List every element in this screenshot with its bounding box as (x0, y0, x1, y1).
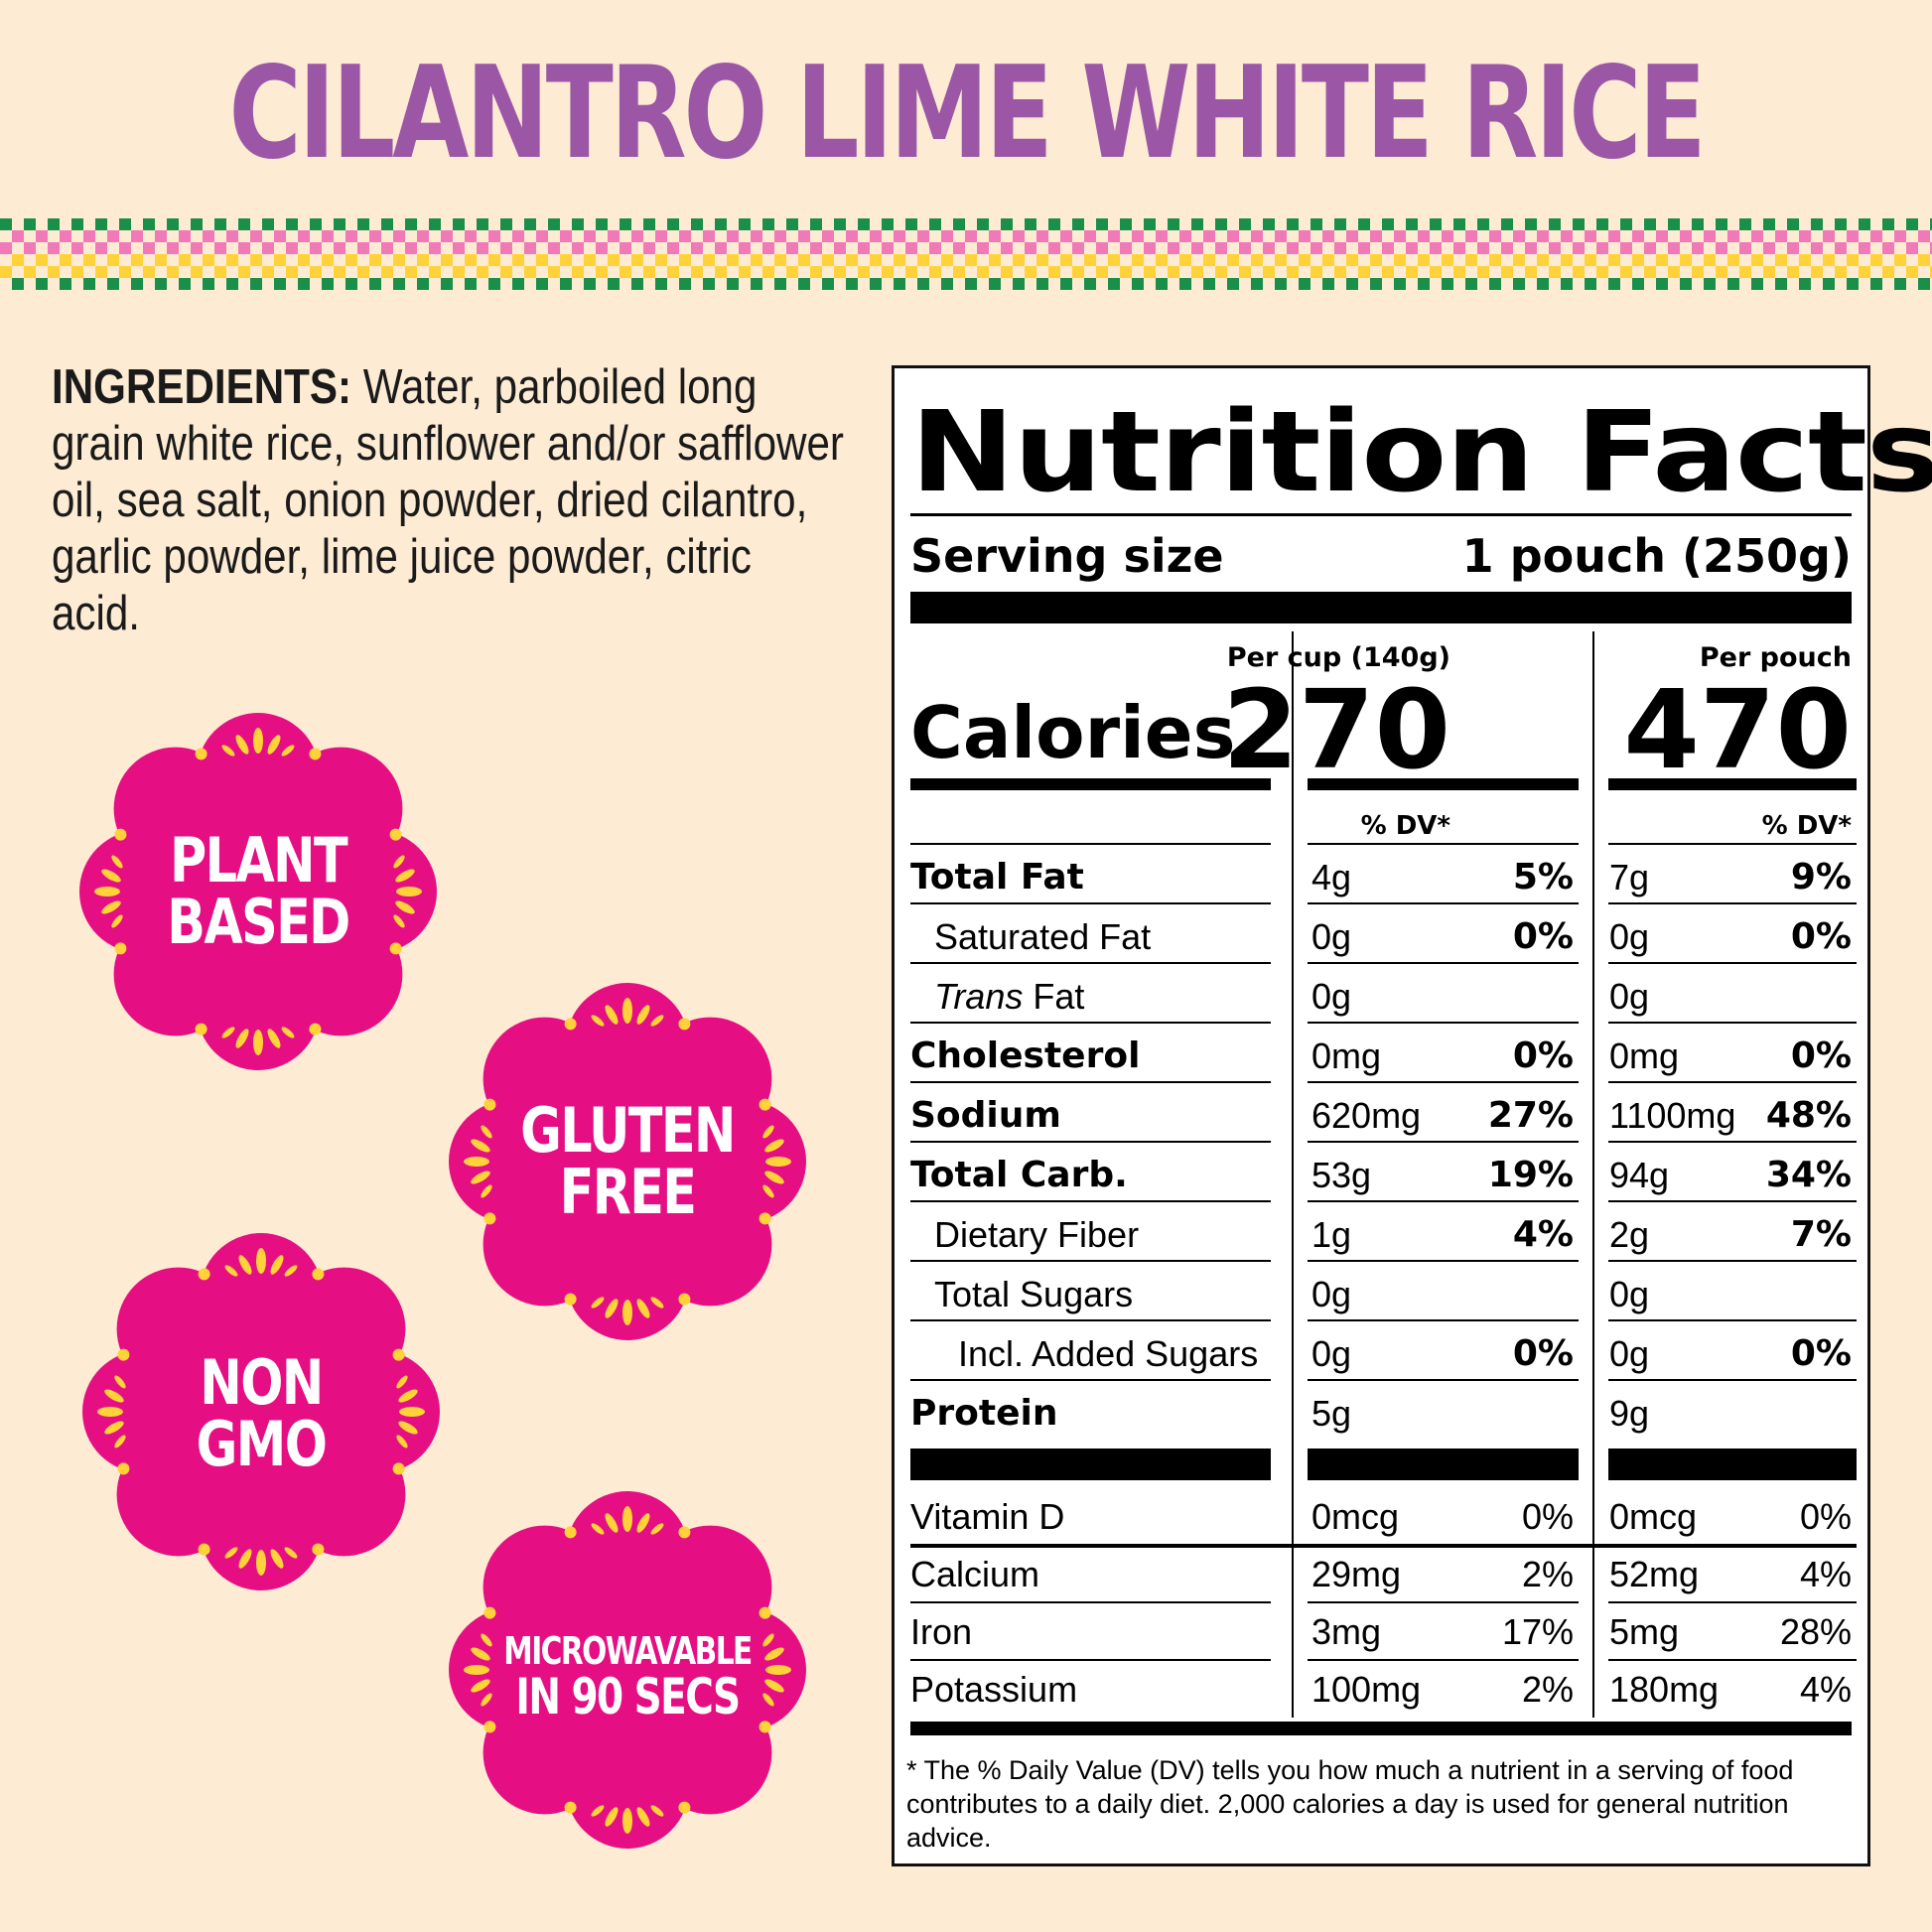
nutrient-label: Total Carb. (910, 1155, 1128, 1195)
nutrient-amount-cup: 0g (1311, 976, 1352, 1017)
nutrient-amount-pouch: 9g (1609, 1393, 1650, 1434)
nutrient-dv-cup: 4% (1512, 1214, 1574, 1255)
micronutrient-amount-cup: 29mg (1311, 1554, 1402, 1594)
flower-badge-shape (449, 983, 806, 1340)
flower-badge-shape (82, 1233, 440, 1590)
nutrient-amount-pouch: 1100mg (1609, 1095, 1736, 1136)
nutrient-dv-cup: 0% (1512, 916, 1574, 957)
ingredients-list: Water, parboiled long grain white rice, … (52, 360, 844, 640)
nutrient-label: Trans Fat (934, 976, 1085, 1017)
badge-gluten-free: GLUTEN FREE (449, 983, 806, 1340)
nutrient-label: Saturated Fat (934, 916, 1152, 957)
micronutrient-amount-pouch: 5mg (1609, 1611, 1680, 1652)
micronutrient-amount-cup: 3mg (1311, 1611, 1382, 1652)
micronutrient-dv-pouch: 28% (1779, 1611, 1852, 1652)
nutrient-dv-pouch: 34% (1765, 1155, 1852, 1195)
nutrient-label: Incl. Added Sugars (958, 1333, 1259, 1374)
nutrient-amount-cup: 0mg (1311, 1035, 1382, 1076)
nutrition-facts-heading: Nutrition Facts (910, 388, 1932, 517)
serving-size-value: 1 pouch (250g) (1461, 529, 1852, 583)
dv-footnote: * The % Daily Value (DV) tells you how m… (906, 1755, 1794, 1853)
ingredients-text: INGREDIENTS: Water, parboiled long grain… (52, 359, 846, 642)
serving-size-label: Serving size (910, 529, 1224, 583)
micronutrient-amount-pouch: 0mcg (1609, 1496, 1698, 1537)
ingredients-label: INGREDIENTS: (52, 360, 352, 414)
calories-per-pouch: 470 (1623, 666, 1852, 793)
nutrient-amount-pouch: 0mg (1609, 1035, 1680, 1076)
nutrient-dv-pouch: 0% (1790, 1035, 1852, 1076)
micronutrient-label: Calcium (910, 1554, 1040, 1594)
micronutrient-dv-cup: 2% (1521, 1554, 1574, 1594)
nutrient-amount-cup: 0g (1311, 1274, 1352, 1314)
flower-badge-shape (79, 713, 437, 1070)
badge-non-gmo-label: NON GMO (196, 1346, 328, 1480)
dv-header-cup: % DV* (1360, 811, 1450, 841)
nutrient-amount-cup: 4g (1311, 857, 1352, 897)
nutrient-dv-cup: 5% (1512, 857, 1574, 897)
badge-microwavable: MICROWAVABLE IN 90 SECS (449, 1491, 806, 1849)
micronutrient-label: Vitamin D (910, 1496, 1065, 1537)
micronutrient-dv-cup: 2% (1521, 1669, 1574, 1710)
calories-label: Calories (910, 691, 1236, 774)
flower-badge-shape (449, 1491, 806, 1849)
nutrient-amount-cup: 53g (1311, 1155, 1372, 1195)
nutrient-dv-pouch: 48% (1765, 1095, 1852, 1136)
badge-plant-based-label: PLANT BASED (167, 824, 350, 958)
nutrient-amount-cup: 1g (1311, 1214, 1352, 1255)
nutrient-amount-pouch: 0g (1609, 1333, 1650, 1374)
micronutrient-label: Potassium (910, 1669, 1078, 1710)
nutrient-label: Total Sugars (934, 1274, 1134, 1314)
nutrient-amount-pouch: 0g (1609, 976, 1650, 1017)
nutrient-amount-pouch: 2g (1609, 1214, 1650, 1255)
micronutrient-dv-cup: 17% (1501, 1611, 1574, 1652)
nutrient-dv-pouch: 9% (1790, 857, 1852, 897)
dv-header-pouch: % DV* (1761, 811, 1852, 841)
micronutrient-label: Iron (910, 1611, 973, 1652)
badge-non-gmo: NON GMO (82, 1233, 440, 1590)
col-header-per-pouch: Per pouch (1699, 642, 1852, 673)
product-title: CILANTRO LIME WHITE RICE (228, 40, 1706, 188)
nutrient-label: Sodium (910, 1095, 1061, 1136)
calories-per-cup: 270 (1222, 666, 1450, 793)
micronutrient-amount-cup: 100mg (1311, 1669, 1422, 1710)
nutrient-dv-pouch: 0% (1790, 1333, 1852, 1374)
micronutrient-dv-cup: 0% (1521, 1496, 1574, 1537)
nutrient-dv-pouch: 7% (1790, 1214, 1852, 1255)
nutrient-amount-pouch: 0g (1609, 916, 1650, 957)
micronutrient-amount-pouch: 180mg (1609, 1669, 1720, 1710)
nutrient-dv-cup: 27% (1487, 1095, 1574, 1136)
nutrient-amount-pouch: 7g (1609, 857, 1650, 897)
badge-plant-based: PLANT BASED (79, 713, 437, 1070)
nutrition-facts-panel: Nutrition Facts Serving size 1 pouch (25… (892, 365, 1932, 1866)
nutrient-label: Total Fat (910, 857, 1084, 897)
nutrient-amount-cup: 5g (1311, 1393, 1352, 1434)
micronutrient-dv-pouch: 4% (1799, 1554, 1852, 1594)
nutrient-dv-pouch: 0% (1790, 916, 1852, 957)
nutrient-label: Cholesterol (910, 1035, 1141, 1076)
nutrient-label: Dietary Fiber (934, 1214, 1140, 1255)
nutrient-amount-pouch: 94g (1609, 1155, 1670, 1195)
nutrient-amount-cup: 620mg (1311, 1095, 1422, 1136)
micronutrient-dv-pouch: 4% (1799, 1669, 1852, 1710)
nutrient-dv-cup: 0% (1512, 1333, 1574, 1374)
col-header-per-cup: Per cup (140g) (1226, 642, 1450, 673)
nutrient-amount-cup: 0g (1311, 916, 1352, 957)
nutrient-dv-cup: 0% (1512, 1035, 1574, 1076)
micronutrient-dv-pouch: 0% (1799, 1496, 1852, 1537)
nutrient-dv-cup: 19% (1487, 1155, 1574, 1195)
nutrient-amount-pouch: 0g (1609, 1274, 1650, 1314)
badge-gluten-free-label: GLUTEN FREE (520, 1094, 736, 1228)
micronutrient-amount-cup: 0mcg (1311, 1496, 1400, 1537)
badge-microwavable-label: MICROWAVABLE IN 90 SECS (503, 1629, 753, 1725)
nutrient-label: Protein (910, 1393, 1058, 1434)
nutrient-amount-cup: 0g (1311, 1333, 1352, 1374)
checker-border (0, 218, 1932, 290)
micronutrient-amount-pouch: 52mg (1609, 1554, 1700, 1594)
